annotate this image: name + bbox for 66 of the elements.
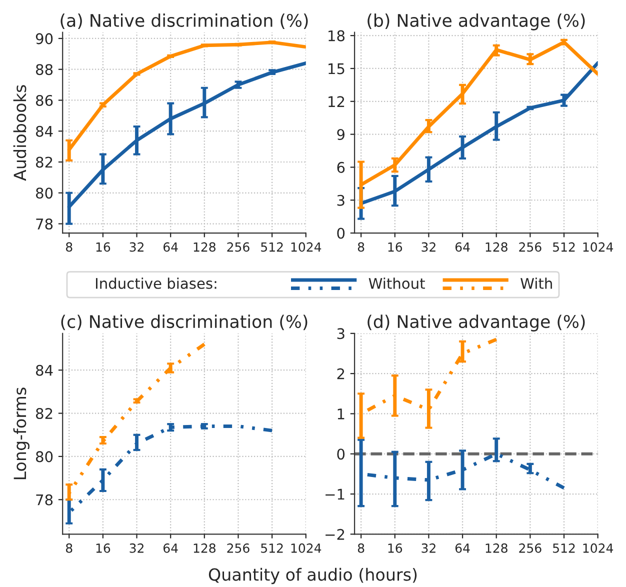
x-axis-title: Quantity of audio (hours) bbox=[208, 568, 417, 584]
x-tick-label: 32 bbox=[422, 242, 436, 252]
x-tick-label: 512 bbox=[553, 242, 575, 252]
y-tick-label: 9 bbox=[337, 129, 344, 140]
legend-label: Without bbox=[368, 278, 425, 289]
chart-title: (a) Native discrimination (%) bbox=[60, 14, 308, 30]
x-tick-label: 1024 bbox=[291, 543, 322, 553]
x-tick-label: 128 bbox=[486, 242, 508, 252]
y-tick-label: 78 bbox=[36, 218, 53, 230]
x-tick-label: 16 bbox=[96, 543, 110, 553]
x-tick-label: 128 bbox=[486, 543, 508, 553]
x-tick-label: 16 bbox=[388, 242, 402, 252]
x-tick-label: 8 bbox=[66, 543, 72, 553]
chart-title: (b) Native advantage (%) bbox=[368, 14, 585, 30]
x-tick-label: 8 bbox=[358, 543, 364, 553]
x-tick-label: 128 bbox=[194, 543, 216, 553]
y-tick-label: 90 bbox=[36, 33, 53, 44]
x-tick-label: 1024 bbox=[291, 242, 322, 252]
x-tick-label: 1024 bbox=[583, 543, 614, 553]
x-tick-label: 64 bbox=[164, 543, 178, 553]
legend-title: Inductive biases: bbox=[96, 278, 216, 289]
x-tick-label: 256 bbox=[227, 543, 250, 553]
chart-title: (d) Native advantage (%) bbox=[368, 314, 585, 332]
y-tick-label: 80 bbox=[36, 188, 53, 199]
x-tick-label: 512 bbox=[261, 543, 283, 553]
x-tick-label: 512 bbox=[261, 242, 283, 252]
y-tick-label: 80 bbox=[36, 451, 53, 462]
y-axis-title: Audiobooks bbox=[13, 85, 26, 181]
x-tick-label: 64 bbox=[164, 242, 178, 252]
x-tick-label: 8 bbox=[358, 242, 364, 252]
y-axis-title: Long-forms bbox=[13, 388, 30, 480]
y-tick-label: 84 bbox=[36, 364, 53, 376]
y-tick-label: 3 bbox=[337, 328, 344, 340]
y-tick-label: 82 bbox=[36, 156, 52, 168]
y-tick-label: 2 bbox=[337, 368, 344, 380]
y-tick-label: 15 bbox=[328, 63, 344, 74]
y-tick-label: −1 bbox=[326, 488, 344, 500]
x-tick-label: 32 bbox=[130, 242, 144, 252]
y-tick-label: 3 bbox=[337, 194, 344, 206]
chart-title: (c) Native discrimination (%) bbox=[61, 314, 308, 330]
x-tick-label: 16 bbox=[96, 242, 110, 252]
x-tick-label: 16 bbox=[388, 543, 402, 553]
x-tick-label: 256 bbox=[227, 242, 250, 252]
y-tick-label: 12 bbox=[328, 96, 344, 107]
x-tick-label: 256 bbox=[519, 543, 542, 553]
y-tick-label: 88 bbox=[36, 64, 53, 76]
y-tick-label: 78 bbox=[36, 494, 53, 506]
y-tick-label: 82 bbox=[36, 408, 52, 420]
legend-label: With bbox=[520, 278, 552, 289]
x-tick-label: 128 bbox=[194, 242, 216, 252]
x-tick-label: 512 bbox=[553, 543, 575, 553]
y-tick-label: 86 bbox=[36, 94, 53, 106]
x-tick-label: 32 bbox=[130, 543, 144, 553]
y-tick-label: 1 bbox=[338, 408, 344, 420]
x-tick-label: 64 bbox=[455, 242, 470, 252]
y-tick-label: 0 bbox=[337, 448, 345, 460]
y-tick-label: 0 bbox=[337, 228, 345, 239]
y-tick-label: 18 bbox=[328, 30, 345, 42]
x-tick-label: 1024 bbox=[583, 242, 614, 252]
y-tick-label: 84 bbox=[36, 126, 53, 137]
x-tick-label: 32 bbox=[422, 543, 436, 553]
x-tick-label: 8 bbox=[66, 242, 72, 252]
x-tick-label: 256 bbox=[519, 242, 542, 252]
y-tick-label: 6 bbox=[337, 162, 345, 173]
y-tick-label: −2 bbox=[326, 528, 344, 540]
x-tick-label: 64 bbox=[455, 543, 470, 553]
